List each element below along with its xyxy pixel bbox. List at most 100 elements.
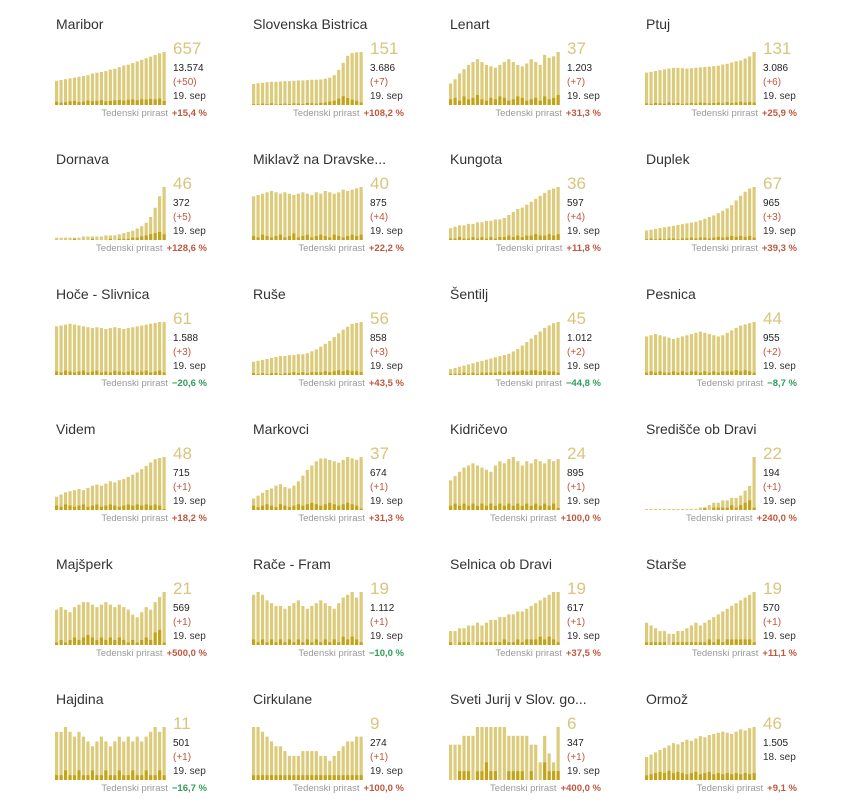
active-cases-bar — [117, 328, 121, 375]
new-cases-bar — [752, 102, 756, 105]
new-cases-bar — [256, 237, 260, 240]
weekly-growth-label: Tedenski prirast — [495, 243, 563, 254]
new-cases-bar — [703, 773, 707, 780]
active-cases-bar — [162, 187, 166, 240]
new-cases-bar — [502, 505, 506, 510]
active-cases-bar — [743, 597, 747, 645]
new-cases-bar — [323, 102, 327, 105]
active-cases-bar — [739, 495, 743, 510]
new-cases-bar — [252, 103, 256, 105]
new-cases-bar — [525, 371, 529, 375]
new-cases-bar — [511, 771, 515, 780]
new-cases-bar — [337, 98, 341, 105]
active-cases-bar — [529, 605, 533, 645]
new-cases-bar — [734, 507, 738, 510]
active-cases-bar — [552, 188, 556, 240]
active-cases-bar — [283, 192, 287, 240]
active-cases-bar — [260, 594, 265, 645]
new-cases-bar — [484, 372, 489, 375]
active-cases-bar — [301, 80, 305, 105]
active-cases-bar — [99, 236, 103, 240]
active-cases-bar — [260, 492, 265, 510]
new-cases-bar — [126, 504, 130, 510]
new-cases-bar — [350, 504, 354, 510]
active-cases-bar — [480, 625, 484, 645]
new-cases-bar — [162, 508, 166, 510]
new-cases-bar — [77, 101, 81, 105]
active-cases-bar — [359, 52, 363, 105]
municipality-card: Rače - Fram 19 1.112 (+1) 19. sep Tedenski pr… — [252, 540, 432, 660]
active-cases-bar — [716, 65, 720, 105]
active-cases-bar — [122, 607, 126, 645]
new-cases-bar — [552, 771, 556, 780]
active-cases-bar — [466, 64, 471, 105]
active-cases-bar — [341, 62, 345, 105]
active-cases-bar — [86, 236, 90, 240]
municipality-card: Ruše 56 858 (+3) 19. sep Tedenski prirast +43,… — [252, 270, 432, 390]
new-cases-bar — [493, 99, 497, 105]
new-cases-bar — [126, 371, 130, 375]
active-cases-bar — [99, 604, 103, 645]
active-cases-bar — [730, 733, 734, 780]
active-cases-bar — [645, 756, 649, 780]
daily-change-value: (+5) — [173, 212, 192, 223]
bar-chart — [449, 457, 560, 510]
new-cases-bar — [269, 103, 274, 105]
active-cases-bar — [457, 471, 462, 510]
new-cases-bar — [520, 237, 524, 240]
active-cases-bar — [131, 614, 135, 645]
new-cases-bar — [498, 96, 502, 105]
new-cases-bar — [55, 101, 59, 105]
active-cases-bar — [475, 622, 480, 645]
active-cases-bar — [685, 335, 689, 375]
active-cases-bar — [516, 461, 520, 510]
new-cases-bar — [712, 102, 716, 105]
new-cases-bar — [511, 99, 515, 105]
active-cases-bar — [475, 727, 480, 780]
active-cases-bar — [462, 69, 466, 105]
active-cases-bar — [314, 751, 318, 780]
active-cases-bar — [698, 220, 702, 240]
bar-chart — [449, 52, 560, 105]
new-cases-bar — [475, 238, 480, 240]
new-cases-bar — [529, 505, 533, 510]
active-cases-bar — [296, 755, 300, 780]
active-cases-bar — [721, 64, 725, 105]
new-cases-bar — [520, 505, 524, 510]
total-cases-value: 372 — [173, 198, 190, 209]
weekly-growth-value: −20,6 % — [171, 378, 207, 389]
new-cases-bar — [734, 370, 738, 375]
last-update-date: 19. sep — [173, 91, 206, 102]
new-cases-bar — [292, 233, 296, 241]
total-cases-value: 569 — [173, 603, 190, 614]
new-cases-bar — [305, 234, 309, 240]
new-cases-bar — [511, 505, 515, 510]
active-cases-bar — [484, 622, 489, 645]
active-cases-bar — [653, 509, 658, 510]
active-cases-bar — [359, 736, 363, 780]
active-cases-bar — [256, 727, 260, 780]
new-cases-bar — [274, 642, 278, 645]
active-cases-bar — [68, 491, 72, 510]
new-cases-bar — [68, 371, 72, 375]
active-cases-bar — [310, 465, 314, 510]
active-cases-bar — [63, 79, 68, 105]
new-cases-bar — [498, 237, 502, 240]
new-cases-bar — [314, 504, 318, 510]
active-cases-bar — [739, 729, 743, 780]
new-cases-bar — [283, 505, 287, 510]
active-cases-bar — [332, 461, 336, 510]
new-cases-bar — [471, 97, 475, 105]
total-cases-value: 13.574 — [173, 63, 204, 74]
new-cases-bar — [721, 371, 725, 375]
new-cases-bar — [457, 505, 462, 510]
municipality-name: Slovenska Bistrica — [253, 16, 368, 32]
total-cases-value: 1.112 — [370, 603, 395, 614]
new-cases-bar — [117, 637, 121, 645]
active-cases-bar — [274, 746, 278, 780]
active-cases-bar — [296, 481, 300, 510]
new-cases-bar — [355, 775, 359, 780]
new-cases-bar — [658, 642, 662, 645]
active-cases-bar — [466, 625, 471, 645]
new-cases-bar — [721, 103, 725, 105]
